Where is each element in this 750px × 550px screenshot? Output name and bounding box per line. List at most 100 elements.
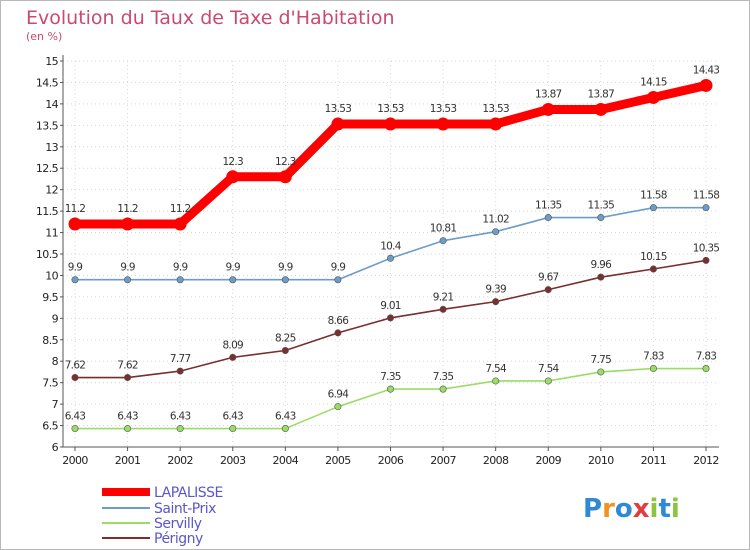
data-point [334,403,342,411]
legend-item: Périgny [102,531,203,547]
data-label: 13.87 [535,88,562,100]
x-tick-label: 2008 [483,454,509,467]
data-label: 13.53 [430,103,457,115]
data-label: 10.15 [640,251,667,263]
data-point [702,204,710,212]
data-point [281,276,289,284]
legend-item: LAPALISSE [102,485,223,501]
data-label: 9.9 [120,262,135,274]
data-point [229,276,237,284]
data-label: 8.09 [222,339,243,351]
data-label: 6.43 [222,411,243,423]
data-label: 14.43 [693,64,720,76]
y-tick-label: 12.5 [36,162,59,175]
data-point [121,217,135,231]
data-point [278,170,292,184]
data-label: 13.87 [588,88,615,100]
data-label: 9.9 [225,262,240,274]
y-tick-label: 9.5 [42,291,58,304]
data-point [649,204,657,212]
x-tick-label: 2009 [535,454,561,467]
data-point [386,385,394,393]
legend-label: Saint-Prix [154,501,216,517]
legend-label: LAPALISSE [154,485,223,501]
legend-item: Saint-Prix [102,501,217,517]
data-point [124,374,132,382]
y-tick-label: 8.5 [42,334,58,347]
x-tick-label: 2004 [273,454,299,467]
data-label: 11.58 [693,190,720,202]
data-point [229,353,237,361]
data-point [226,170,240,184]
data-point [384,117,397,131]
data-label: 7.62 [65,360,86,372]
data-point [176,367,184,375]
data-label: 9.9 [173,262,188,274]
data-point [597,273,605,281]
data-label: 11.02 [482,214,509,226]
data-label: 11.35 [535,200,562,212]
data-point [649,265,657,273]
data-label: 9.01 [380,300,401,312]
x-tick-label: 2001 [115,454,141,467]
data-point [71,276,79,284]
x-tick-label: 2005 [325,454,351,467]
data-label: 9.9 [331,262,346,274]
y-tick-label: 13 [45,141,58,154]
data-label: 11.2 [117,203,138,215]
data-point [386,314,394,322]
data-point [594,102,608,116]
data-label: 9.9 [68,262,83,274]
data-label: 13.53 [325,103,352,115]
data-label: 8.25 [275,333,296,345]
x-tick-label: 2012 [693,454,719,467]
y-tick-label: 11 [45,227,58,240]
data-label: 6.43 [65,411,86,423]
data-point [334,276,342,284]
data-label: 7.83 [696,351,717,363]
data-label: 11.2 [65,203,86,215]
logo-text: Proxiti [583,494,680,524]
data-point [492,377,500,385]
x-tick-label: 2011 [641,454,667,467]
y-tick-label: 6.5 [42,420,58,433]
data-point [71,374,79,382]
x-tick-label: 2006 [378,454,404,467]
data-point [544,377,552,385]
data-label: 14.15 [640,76,667,88]
data-label: 9.21 [433,291,454,303]
y-tick-label: 14 [45,98,58,111]
chart-title: Evolution du Taux de Taxe d'Habitation [26,7,395,29]
data-point [597,214,605,222]
chart-subtitle: (en %) [26,30,62,43]
y-tick-label: 14.5 [36,76,59,89]
data-point [386,254,394,262]
data-label: 10.35 [693,242,720,254]
y-tick-label: 8 [52,355,59,368]
data-point [71,425,79,433]
data-label: 6.43 [117,411,138,423]
data-label: 12.3 [222,156,243,168]
data-point [492,228,500,236]
series-saint-prix [71,204,710,284]
data-label: 7.75 [591,354,612,366]
series-p-rigny [71,256,710,382]
y-tick-label: 13.5 [36,119,59,132]
data-point [649,365,657,373]
data-point [176,276,184,284]
x-tick-label: 2002 [167,454,193,467]
legend-item: Servilly [102,516,202,532]
data-point [702,256,710,264]
legend-label: Servilly [154,516,202,532]
data-point [541,102,555,116]
y-tick-label: 9 [52,312,59,325]
data-label: 6.43 [170,411,191,423]
series-servilly [71,365,710,433]
data-label: 11.35 [588,200,615,212]
data-point [699,78,713,92]
data-point [489,117,503,131]
series-layer [68,78,713,433]
proxiti-logo: Proxiti [583,494,680,524]
data-label: 11.58 [640,190,667,202]
